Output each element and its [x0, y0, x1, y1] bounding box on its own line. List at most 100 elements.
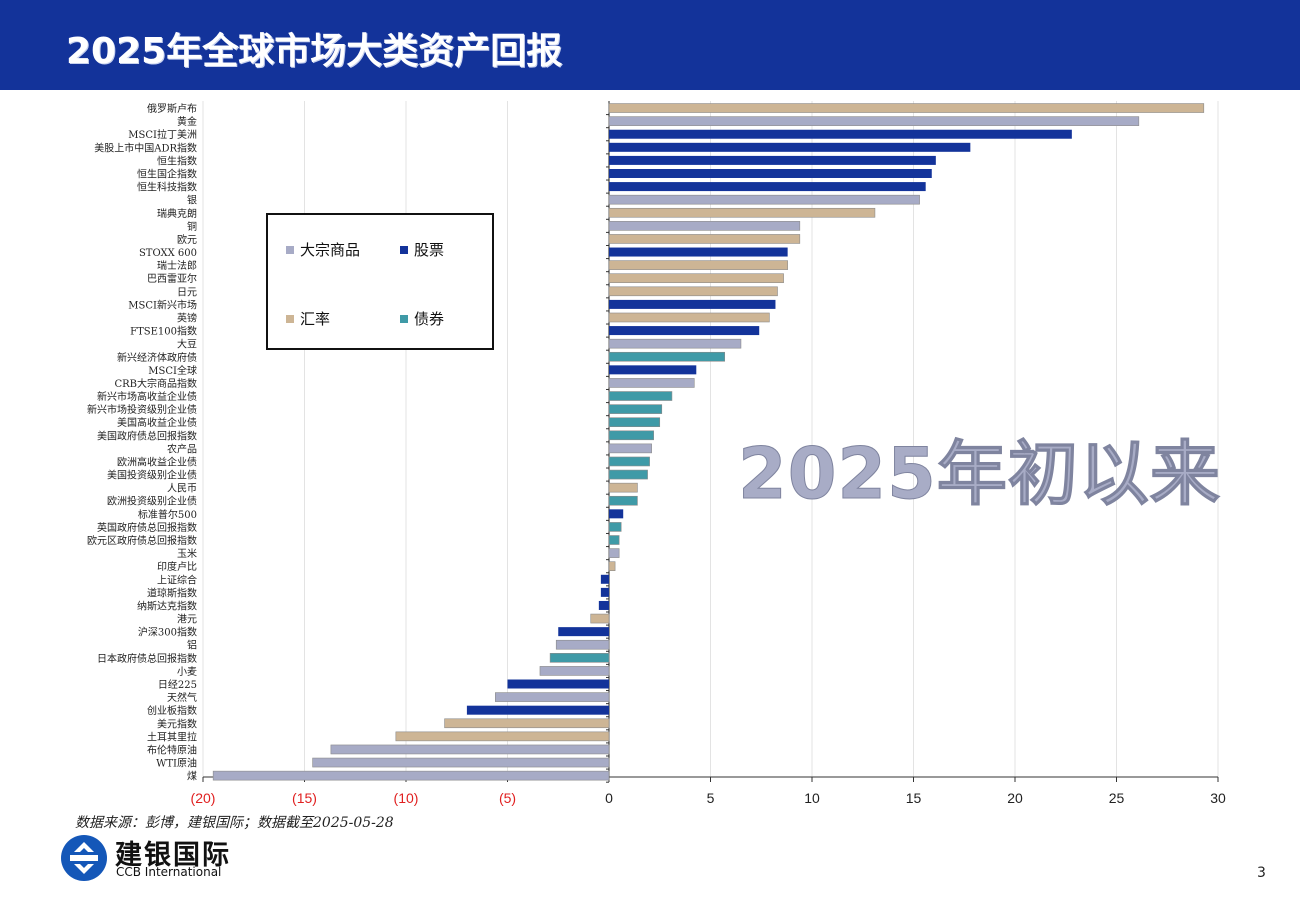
category-label: 沪深300指数	[138, 626, 197, 639]
category-label: 瑞士法郎	[157, 259, 197, 272]
category-label: 银	[187, 194, 197, 207]
category-label: 日经225	[158, 678, 197, 691]
bar	[608, 561, 616, 571]
x-tick-label: 10	[804, 790, 820, 806]
bar	[212, 770, 610, 781]
category-label: MSCI拉丁美洲	[128, 128, 197, 141]
x-tick-label: (10)	[394, 790, 419, 806]
bar	[466, 705, 609, 715]
category-label: 布伦特原油	[147, 743, 197, 756]
page-title: 2025年全球市场大类资产回报	[66, 31, 563, 72]
bar	[609, 247, 788, 257]
category-label: 美国投资级别企业债	[107, 469, 197, 482]
legend-item-fx: 汇率	[286, 308, 330, 329]
category-label: 人民币	[167, 483, 197, 495]
category-label: 欧元区政府债总回报指数	[87, 534, 197, 547]
period-overlay-label: 2025年初以来	[738, 433, 1221, 516]
bar	[608, 535, 620, 545]
bar	[549, 653, 610, 663]
category-label: 欧元	[177, 234, 197, 246]
bar	[539, 666, 610, 676]
bar	[600, 574, 609, 584]
x-tick-label: 15	[906, 790, 922, 806]
category-label: 英镑	[177, 311, 197, 324]
chart-legend: 大宗商品 股票 汇率 债券	[266, 213, 494, 350]
category-label: 恒生国企指数	[137, 167, 197, 180]
bar	[608, 312, 770, 323]
legend-swatch-fx	[286, 314, 294, 323]
category-label: 俄罗斯卢布	[147, 102, 197, 115]
category-label: 恒生科技指数	[137, 181, 197, 194]
bar	[608, 469, 648, 480]
page-number: 3	[1257, 865, 1266, 881]
bar	[444, 718, 610, 729]
category-label: 港元	[177, 614, 197, 626]
x-tick-label: (15)	[292, 790, 317, 806]
category-label: 黄金	[177, 115, 197, 128]
ccb-logo-icon	[61, 835, 107, 881]
category-label: 巴西雷亚尔	[147, 272, 197, 285]
data-source-note: 数据来源：彭博，建银国际；数据截至2025-05-28	[75, 815, 394, 831]
bar	[555, 639, 610, 650]
category-label: 印度卢比	[157, 560, 197, 573]
category-label: 标准普尔500	[138, 508, 197, 521]
x-tick-label: 0	[605, 790, 613, 806]
category-label: 道琼斯指数	[147, 586, 197, 599]
bar	[395, 731, 610, 742]
category-label: 美国政府债总回报指数	[97, 429, 197, 442]
category-label: 日本政府债总回报指数	[97, 652, 197, 665]
category-label: 上证综合	[157, 573, 197, 586]
category-label: MSCI全球	[148, 364, 197, 377]
category-label: 新兴市场高收益企业债	[97, 390, 197, 403]
bar	[608, 391, 673, 401]
bar	[609, 142, 971, 152]
bar	[608, 404, 663, 414]
category-label: WTI原油	[156, 757, 197, 770]
bar	[608, 116, 1140, 126]
legend-label-fx: 汇率	[300, 310, 331, 328]
category-label: 恒生指数	[157, 154, 197, 167]
bar	[495, 692, 610, 702]
bar	[608, 286, 778, 297]
category-label: 美元指数	[157, 717, 197, 730]
bar	[609, 129, 1072, 139]
bar	[558, 627, 609, 637]
category-label: 欧洲高收益企业债	[117, 455, 197, 468]
category-label: 创业板指数	[147, 704, 197, 717]
bar	[609, 299, 776, 309]
bar	[609, 155, 936, 165]
bar	[590, 613, 610, 624]
bar	[608, 273, 784, 284]
category-label: 新兴市场投资级别企业债	[87, 403, 197, 416]
bar	[608, 495, 638, 506]
legend-item-equity: 股票	[400, 239, 444, 260]
legend-swatch-bond	[400, 314, 408, 323]
category-label: 铜	[187, 221, 197, 233]
x-tick-label: 30	[1210, 790, 1226, 806]
company-logo: 建银国际 CCB International	[60, 833, 260, 883]
x-tick-label: 5	[707, 790, 715, 806]
bar	[608, 103, 1205, 113]
category-label: 美股上市中国ADR指数	[94, 141, 197, 154]
logo-text-en: CCB International	[116, 865, 222, 879]
bar	[598, 600, 609, 610]
x-tick-label: 20	[1007, 790, 1023, 806]
bar	[608, 482, 638, 493]
bar	[609, 182, 926, 192]
bar	[608, 260, 788, 270]
bar	[608, 234, 801, 244]
bar	[608, 443, 652, 454]
bar	[507, 679, 609, 689]
category-label: 美国高收益企业债	[117, 416, 197, 429]
header-bar: 2025年全球市场大类资产回报	[0, 0, 1300, 90]
category-label: MSCI新兴市场	[128, 298, 197, 311]
category-label: 日元	[177, 287, 197, 298]
legend-swatch-equity	[400, 245, 408, 254]
bar	[608, 548, 620, 558]
category-label: 欧洲投资级别企业债	[107, 495, 197, 508]
legend-swatch-commodity	[286, 245, 294, 254]
bar	[608, 221, 801, 231]
bar	[609, 509, 624, 519]
category-label: 铝	[187, 640, 197, 652]
x-tick-label: (20)	[191, 790, 216, 806]
